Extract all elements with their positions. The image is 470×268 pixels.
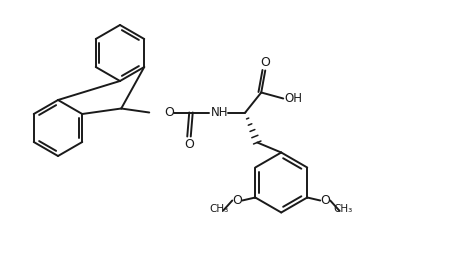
Text: O: O (260, 56, 270, 69)
Text: OH: OH (284, 92, 302, 105)
Text: O: O (320, 194, 330, 207)
Text: CH₃: CH₃ (210, 203, 229, 214)
Text: O: O (232, 194, 242, 207)
Text: CH₃: CH₃ (334, 203, 353, 214)
Text: NH: NH (211, 106, 228, 119)
Text: O: O (184, 138, 194, 151)
Text: O: O (164, 106, 174, 119)
